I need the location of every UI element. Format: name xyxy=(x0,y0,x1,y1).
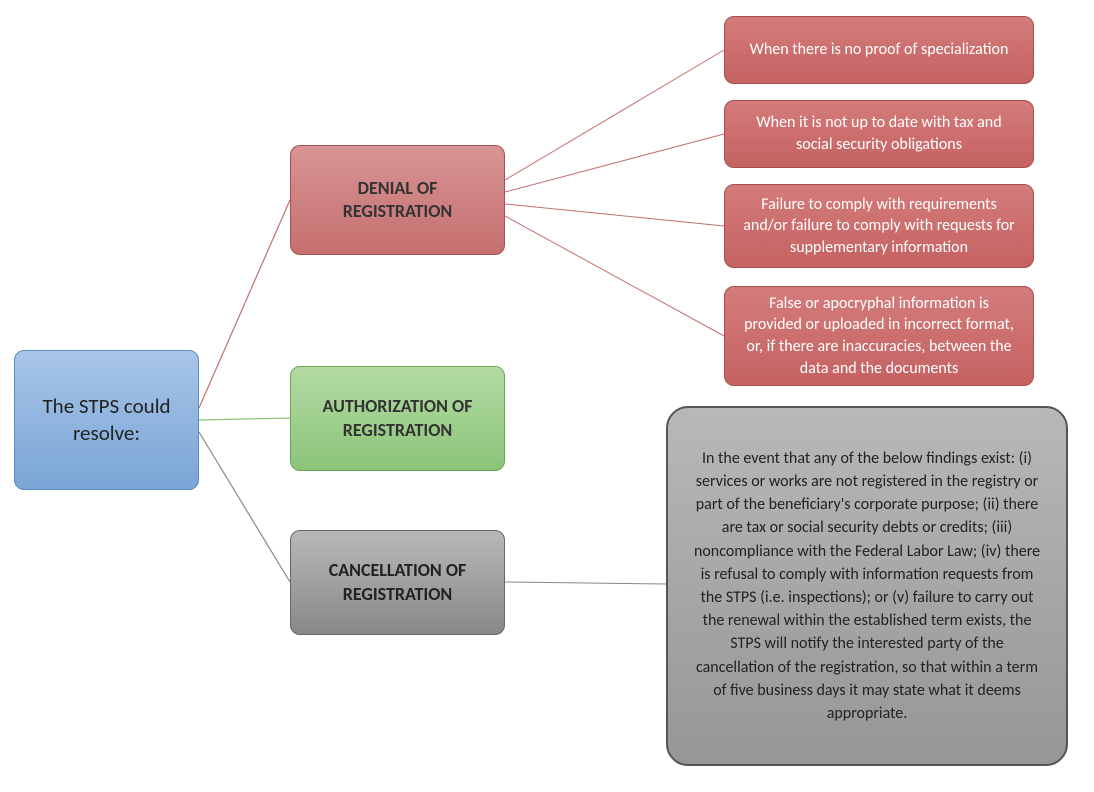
denial-reason-3: Failure to comply with requirements and/… xyxy=(724,184,1034,268)
denial-reason-2-text: When it is not up to date with tax and s… xyxy=(739,112,1019,155)
denial-label: DENIAL OF REGISTRATION xyxy=(307,177,488,224)
denial-reason-1: When there is no proof of specialization xyxy=(724,16,1034,84)
cancellation-label: CANCELLATION OF REGISTRATION xyxy=(307,559,488,606)
denial-node: DENIAL OF REGISTRATION xyxy=(290,145,505,255)
cancellation-node: CANCELLATION OF REGISTRATION xyxy=(290,530,505,635)
denial-reason-4-text: False or apocryphal information is provi… xyxy=(739,293,1019,379)
root-label: The STPS could resolve: xyxy=(31,393,182,448)
denial-reason-3-text: Failure to comply with requirements and/… xyxy=(739,194,1019,259)
denial-reason-4: False or apocryphal information is provi… xyxy=(724,286,1034,386)
authorization-node: AUTHORIZATION OF REGISTRATION xyxy=(290,366,505,471)
denial-reason-1-text: When there is no proof of specialization xyxy=(750,39,1009,61)
root-node: The STPS could resolve: xyxy=(14,350,199,490)
authorization-label: AUTHORIZATION OF REGISTRATION xyxy=(307,395,488,442)
denial-reason-2: When it is not up to date with tax and s… xyxy=(724,100,1034,168)
cancellation-detail: In the event that any of the below findi… xyxy=(666,406,1068,766)
cancellation-detail-text: In the event that any of the below findi… xyxy=(690,447,1044,725)
